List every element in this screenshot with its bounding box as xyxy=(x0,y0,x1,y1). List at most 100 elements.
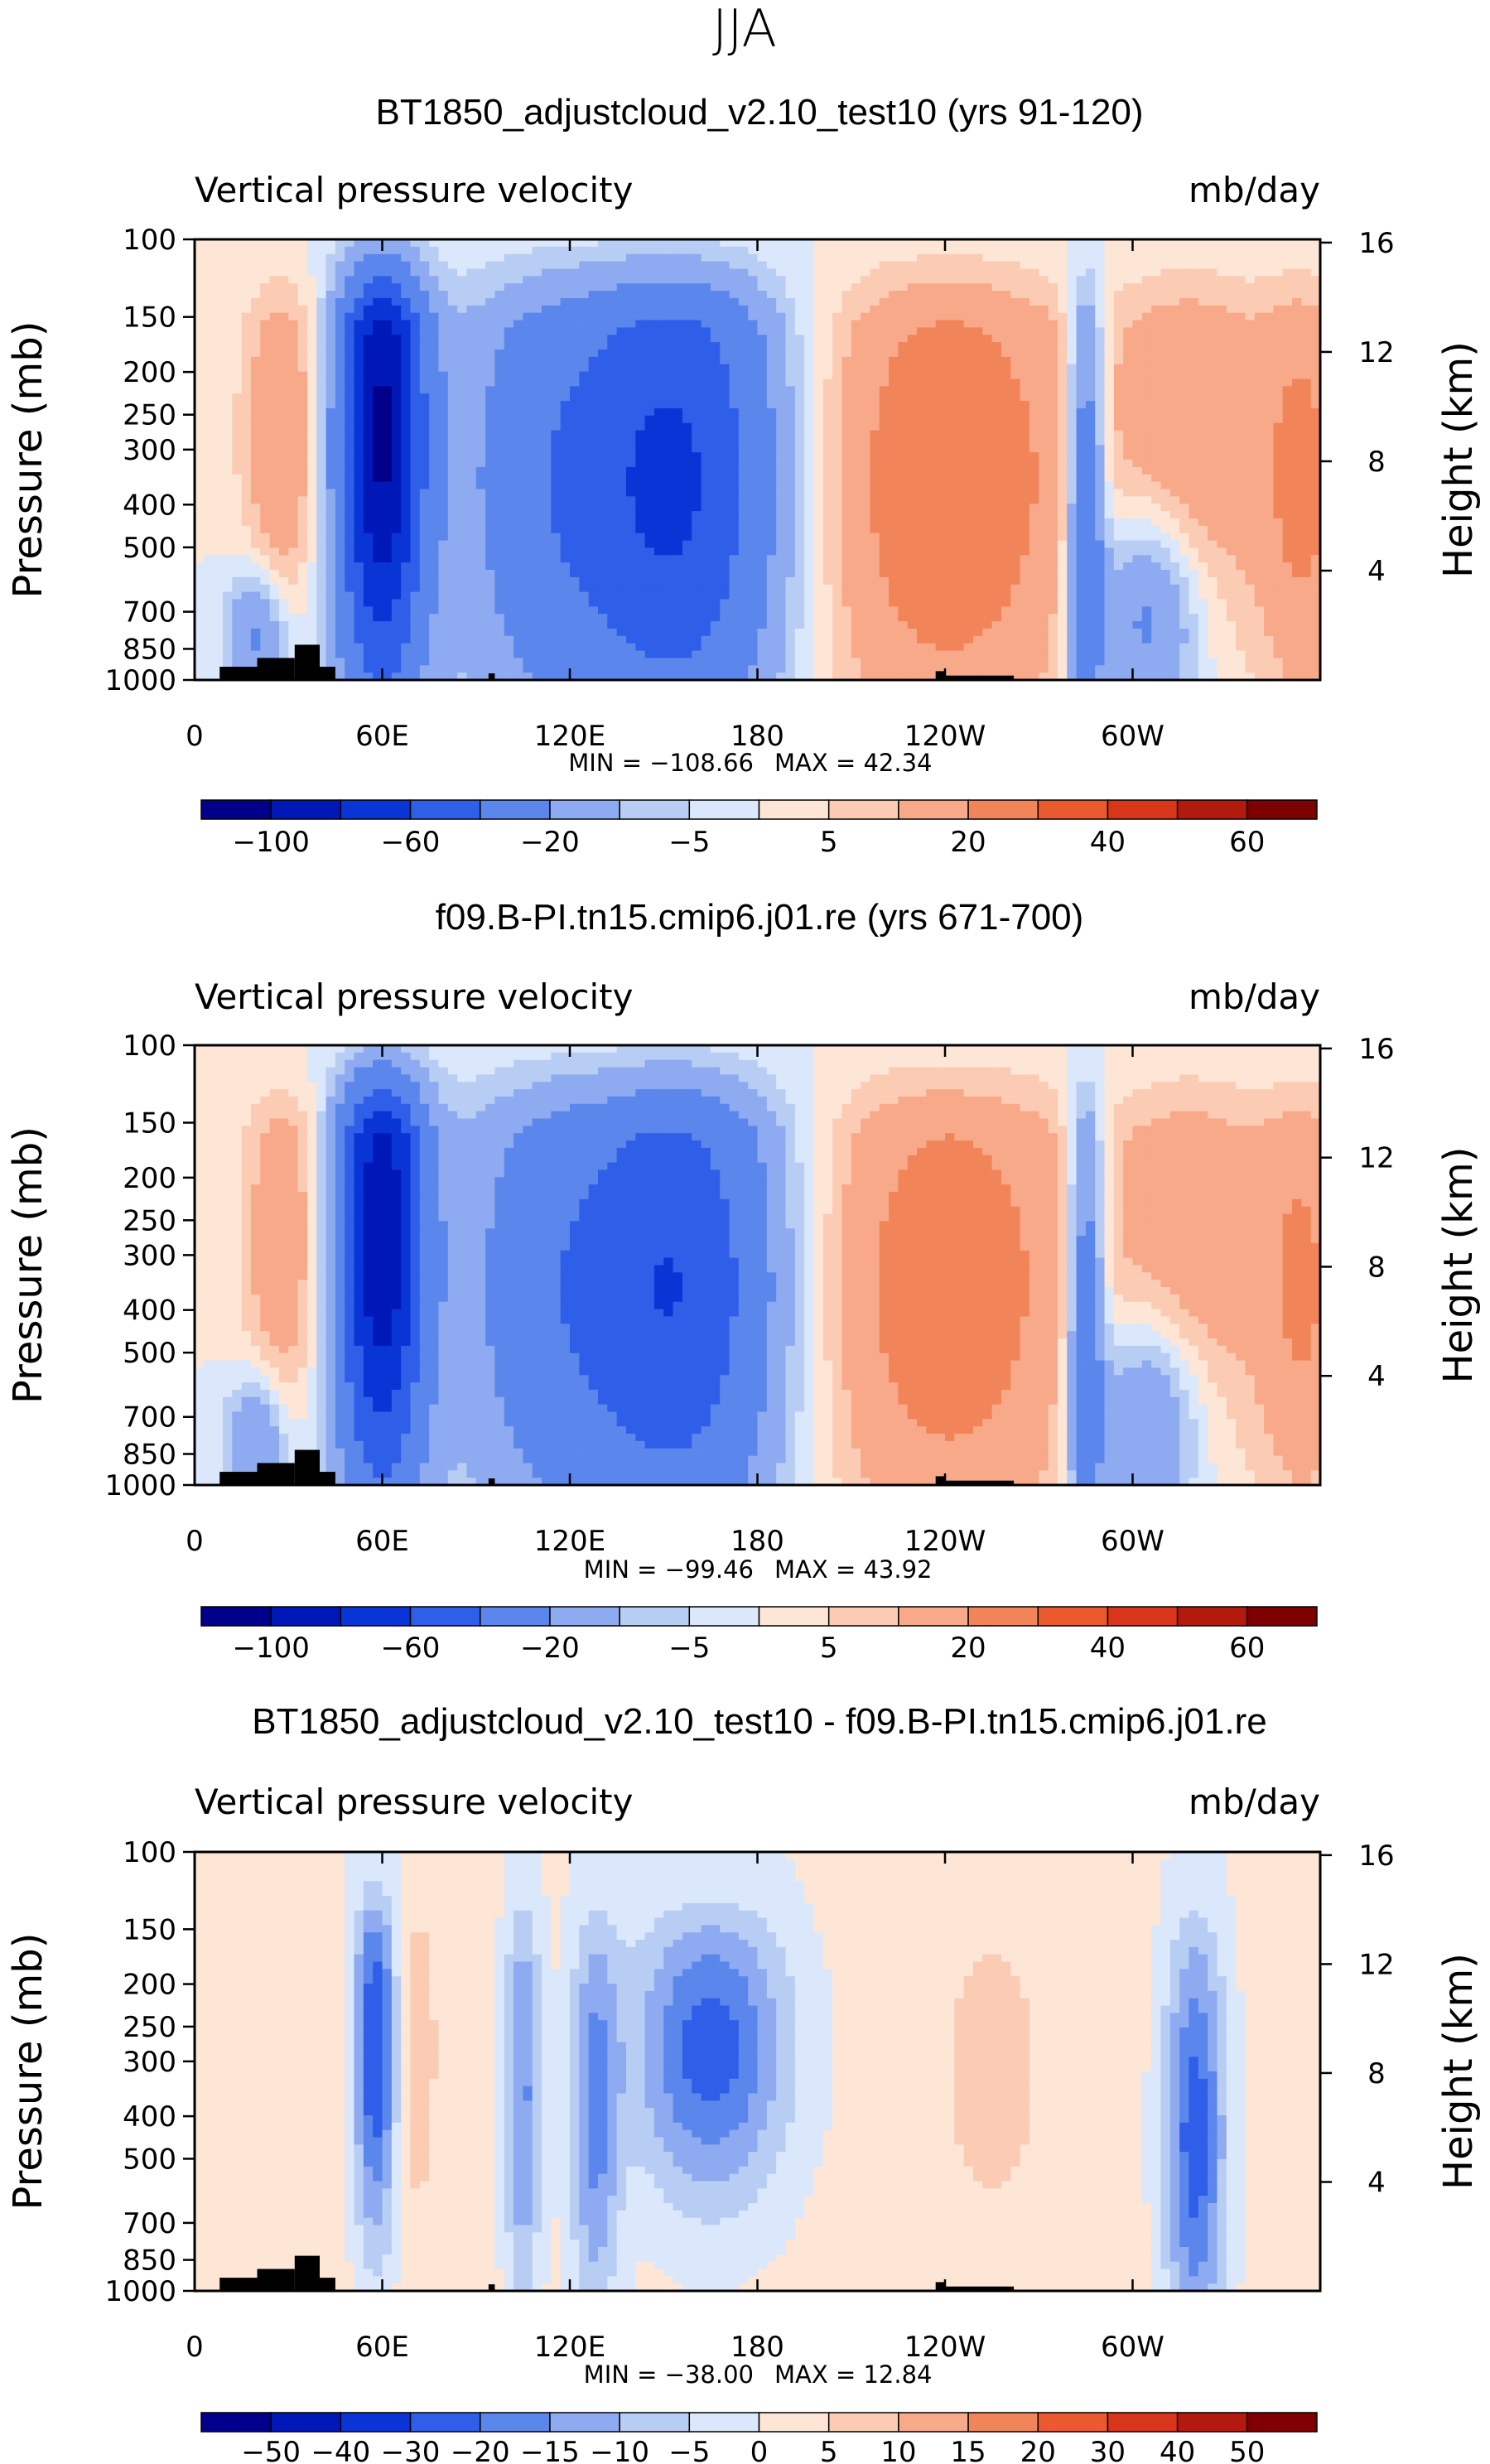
contour-cell xyxy=(1151,518,1162,527)
contour-cell xyxy=(1236,305,1246,314)
contour-cell xyxy=(991,393,1002,402)
contour-cell xyxy=(1226,422,1237,432)
contour-cell xyxy=(935,268,946,277)
contour-cell xyxy=(391,305,402,314)
contour-cell xyxy=(898,268,909,277)
contour-cell xyxy=(954,291,965,299)
contour-cell xyxy=(588,489,599,497)
contour-cell xyxy=(551,297,562,306)
contour-cell xyxy=(794,407,805,417)
contour-cell xyxy=(260,268,271,277)
contour-cell xyxy=(1226,415,1237,424)
contour-cell xyxy=(204,246,215,255)
contour-cell xyxy=(738,489,749,497)
contour-cell xyxy=(616,518,627,527)
contour-cell xyxy=(1264,393,1274,402)
contour-cell xyxy=(963,415,974,424)
contour-cell xyxy=(1198,342,1208,350)
contour-cell xyxy=(1001,246,1011,255)
contour-cell xyxy=(429,430,440,438)
contour-cell xyxy=(316,393,327,402)
contour-cell xyxy=(841,525,852,534)
contour-cell xyxy=(382,350,393,358)
contour-cell xyxy=(232,364,243,373)
contour-cell xyxy=(494,430,505,438)
contour-cell xyxy=(926,356,937,365)
contour-cell xyxy=(345,379,355,387)
contour-cell xyxy=(607,239,618,248)
contour-cell xyxy=(1067,291,1078,299)
contour-cell xyxy=(373,239,383,248)
contour-cell xyxy=(748,386,759,394)
contour-cell xyxy=(401,460,412,468)
contour-cell xyxy=(1226,335,1237,343)
contour-cell xyxy=(832,474,843,483)
contour-cell xyxy=(692,379,702,387)
contour-cell xyxy=(1292,460,1302,468)
contour-cell xyxy=(1010,276,1021,284)
contour-cell xyxy=(1189,356,1199,365)
contour-cell xyxy=(1132,430,1143,438)
contour-cell xyxy=(616,246,627,255)
contour-cell xyxy=(1067,386,1078,394)
contour-cell xyxy=(1226,511,1237,519)
contour-cell xyxy=(1310,320,1321,328)
contour-cell xyxy=(635,437,646,446)
contour-cell xyxy=(729,239,740,248)
contour-cell xyxy=(898,379,909,387)
contour-cell xyxy=(250,518,261,527)
contour-cell xyxy=(701,335,711,343)
contour-cell xyxy=(625,268,636,277)
contour-cell xyxy=(935,239,946,248)
contour-cell xyxy=(1198,407,1208,417)
contour-cell xyxy=(766,246,777,255)
contour-cell xyxy=(1226,525,1237,534)
contour-cell xyxy=(644,283,655,292)
contour-cell xyxy=(1198,350,1208,358)
contour-cell xyxy=(822,518,833,527)
contour-cell xyxy=(1095,327,1106,335)
contour-cell xyxy=(410,460,421,468)
contour-cell xyxy=(419,305,430,314)
contour-cell xyxy=(419,335,430,343)
contour-cell xyxy=(1123,371,1134,380)
contour-cell xyxy=(625,327,636,335)
contour-cell xyxy=(278,320,289,328)
contour-cell xyxy=(514,407,523,417)
contour-cell xyxy=(345,422,355,432)
contour-cell xyxy=(926,268,937,277)
contour-cell xyxy=(1245,525,1256,534)
contour-cell xyxy=(785,481,796,490)
contour-cell xyxy=(813,422,824,432)
contour-cell xyxy=(419,239,430,248)
contour-cell xyxy=(1169,496,1180,504)
contour-cell xyxy=(889,452,899,460)
contour-cell xyxy=(870,525,880,534)
contour-cell xyxy=(663,504,674,512)
contour-cell xyxy=(1282,518,1293,527)
contour-cell xyxy=(475,312,486,321)
contour-cell xyxy=(644,407,655,417)
contour-cell xyxy=(523,504,533,512)
contour-cell xyxy=(316,246,327,255)
contour-cell xyxy=(1048,445,1058,453)
contour-cell xyxy=(438,379,449,387)
contour-cell xyxy=(1245,261,1256,270)
contour-cell xyxy=(653,460,664,468)
contour-cell xyxy=(738,239,749,248)
contour-cell xyxy=(729,393,740,402)
contour-cell xyxy=(335,430,345,438)
contour-cell xyxy=(1282,261,1293,270)
contour-cell xyxy=(579,356,590,365)
contour-cell xyxy=(306,474,317,483)
contour-cell xyxy=(523,407,533,417)
contour-cell xyxy=(663,466,674,475)
contour-cell xyxy=(710,356,721,365)
contour-cell xyxy=(757,504,768,512)
contour-cell xyxy=(1001,342,1011,350)
contour-cell xyxy=(1217,364,1227,373)
contour-cell xyxy=(250,239,261,248)
contour-cell xyxy=(1310,350,1321,358)
contour-cell xyxy=(447,305,458,314)
contour-cell xyxy=(475,276,486,284)
